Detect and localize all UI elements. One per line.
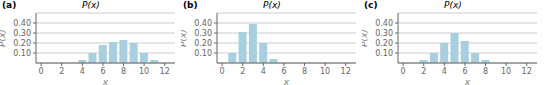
- svg-text:0.40: 0.40: [375, 19, 393, 28]
- html-text:(c): (c): [364, 0, 378, 10]
- svg-text:12: 12: [341, 67, 351, 76]
- svg-text:x: x: [102, 77, 109, 85]
- svg-text:P(x): P(x): [181, 29, 188, 47]
- svg-text:x: x: [283, 77, 290, 85]
- html-text:P(x): P(x): [263, 0, 281, 10]
- html-text:(b): (b): [183, 0, 198, 10]
- svg-text:0.20: 0.20: [194, 39, 212, 48]
- svg-text:12: 12: [160, 67, 170, 76]
- svg-text:0.10: 0.10: [194, 49, 212, 58]
- svg-text:6: 6: [100, 67, 105, 76]
- svg-text:0.40: 0.40: [194, 19, 212, 28]
- html-text:P(x): P(x): [82, 0, 100, 10]
- svg-text:2: 2: [240, 67, 245, 76]
- svg-text:0.10: 0.10: [375, 49, 393, 58]
- svg-text:4: 4: [261, 67, 266, 76]
- svg-text:6: 6: [281, 67, 286, 76]
- svg-text:8: 8: [483, 67, 488, 76]
- svg-text:6: 6: [462, 67, 467, 76]
- svg-text:4: 4: [442, 67, 447, 76]
- svg-text:0.20: 0.20: [13, 39, 31, 48]
- svg-text:0: 0: [220, 67, 225, 76]
- svg-text:2: 2: [59, 67, 64, 76]
- svg-text:0.40: 0.40: [13, 19, 31, 28]
- svg-text:0.10: 0.10: [13, 49, 31, 58]
- svg-text:x: x: [464, 77, 471, 85]
- svg-text:8: 8: [121, 67, 126, 76]
- svg-text:0: 0: [39, 67, 44, 76]
- svg-text:10: 10: [139, 67, 149, 76]
- svg-text:12: 12: [522, 67, 532, 76]
- svg-text:0.20: 0.20: [375, 39, 393, 48]
- svg-text:10: 10: [320, 67, 330, 76]
- svg-text:8: 8: [302, 67, 307, 76]
- svg-text:0: 0: [401, 67, 406, 76]
- svg-text:0.30: 0.30: [194, 29, 212, 38]
- svg-text:10: 10: [501, 67, 511, 76]
- html-text:P(x): P(x): [444, 0, 462, 10]
- html-text:(a): (a): [2, 0, 17, 10]
- svg-text:0.30: 0.30: [375, 29, 393, 38]
- svg-text:2: 2: [421, 67, 426, 76]
- svg-text:P(x): P(x): [362, 29, 369, 47]
- svg-text:0.30: 0.30: [13, 29, 31, 38]
- svg-text:4: 4: [80, 67, 85, 76]
